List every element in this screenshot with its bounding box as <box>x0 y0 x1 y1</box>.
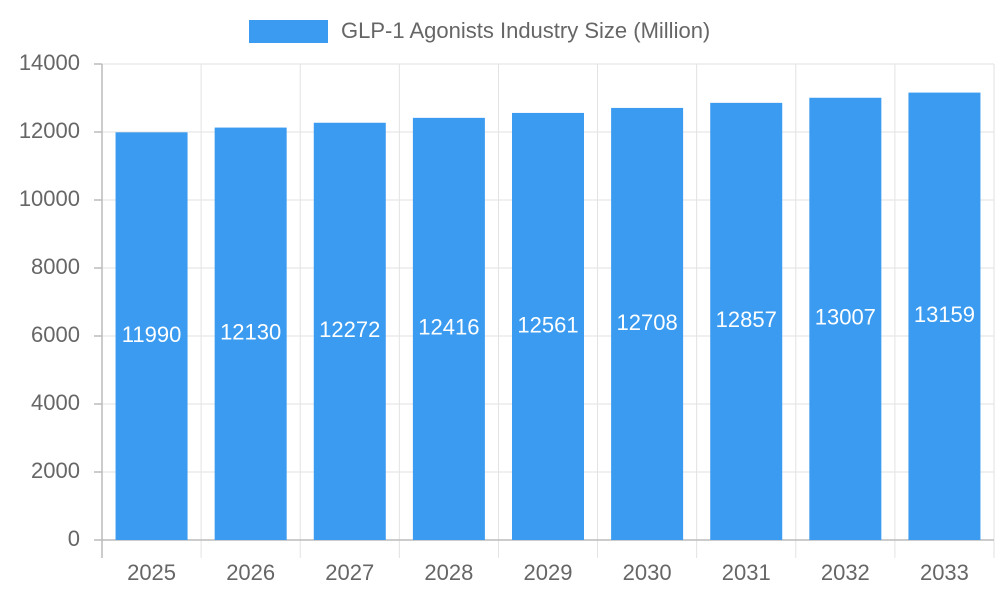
y-tick-label: 0 <box>68 526 80 551</box>
x-tick-label: 2031 <box>722 560 771 585</box>
bar <box>611 107 684 540</box>
bar <box>214 127 287 540</box>
y-tick-label: 2000 <box>31 458 80 483</box>
value-label: 13007 <box>815 305 876 330</box>
bar <box>313 122 386 540</box>
legend-label: GLP-1 Agonists Industry Size (Million) <box>341 18 710 43</box>
bar <box>710 102 783 540</box>
x-tick-label: 2027 <box>325 560 374 585</box>
bar <box>809 97 882 541</box>
y-tick-label: 10000 <box>19 186 80 211</box>
x-tick-label: 2029 <box>524 560 573 585</box>
bar <box>512 112 584 541</box>
bar <box>908 92 981 541</box>
x-tick-label: 2033 <box>920 560 969 585</box>
x-tick-label: 2025 <box>127 560 176 585</box>
x-tick-label: 2030 <box>623 560 672 585</box>
value-label: 12416 <box>418 315 479 340</box>
value-label: 12561 <box>517 312 578 337</box>
x-tick-label: 2028 <box>424 560 473 585</box>
y-tick-label: 6000 <box>31 322 80 347</box>
value-label: 11990 <box>122 322 182 347</box>
value-label: 13159 <box>914 302 975 327</box>
x-tick-label: 2032 <box>821 560 870 585</box>
y-tick-label: 8000 <box>31 254 80 279</box>
y-tick-label: 12000 <box>19 118 80 143</box>
y-tick-label: 4000 <box>31 390 80 415</box>
bar <box>412 117 485 540</box>
value-label: 12708 <box>617 310 678 335</box>
value-label: 12272 <box>319 317 380 342</box>
y-tick-label: 14000 <box>19 50 80 75</box>
bar <box>115 132 188 540</box>
value-label: 12857 <box>716 307 777 332</box>
legend-swatch <box>249 20 328 43</box>
value-label: 12130 <box>220 320 281 345</box>
x-tick-label: 2026 <box>226 560 275 585</box>
